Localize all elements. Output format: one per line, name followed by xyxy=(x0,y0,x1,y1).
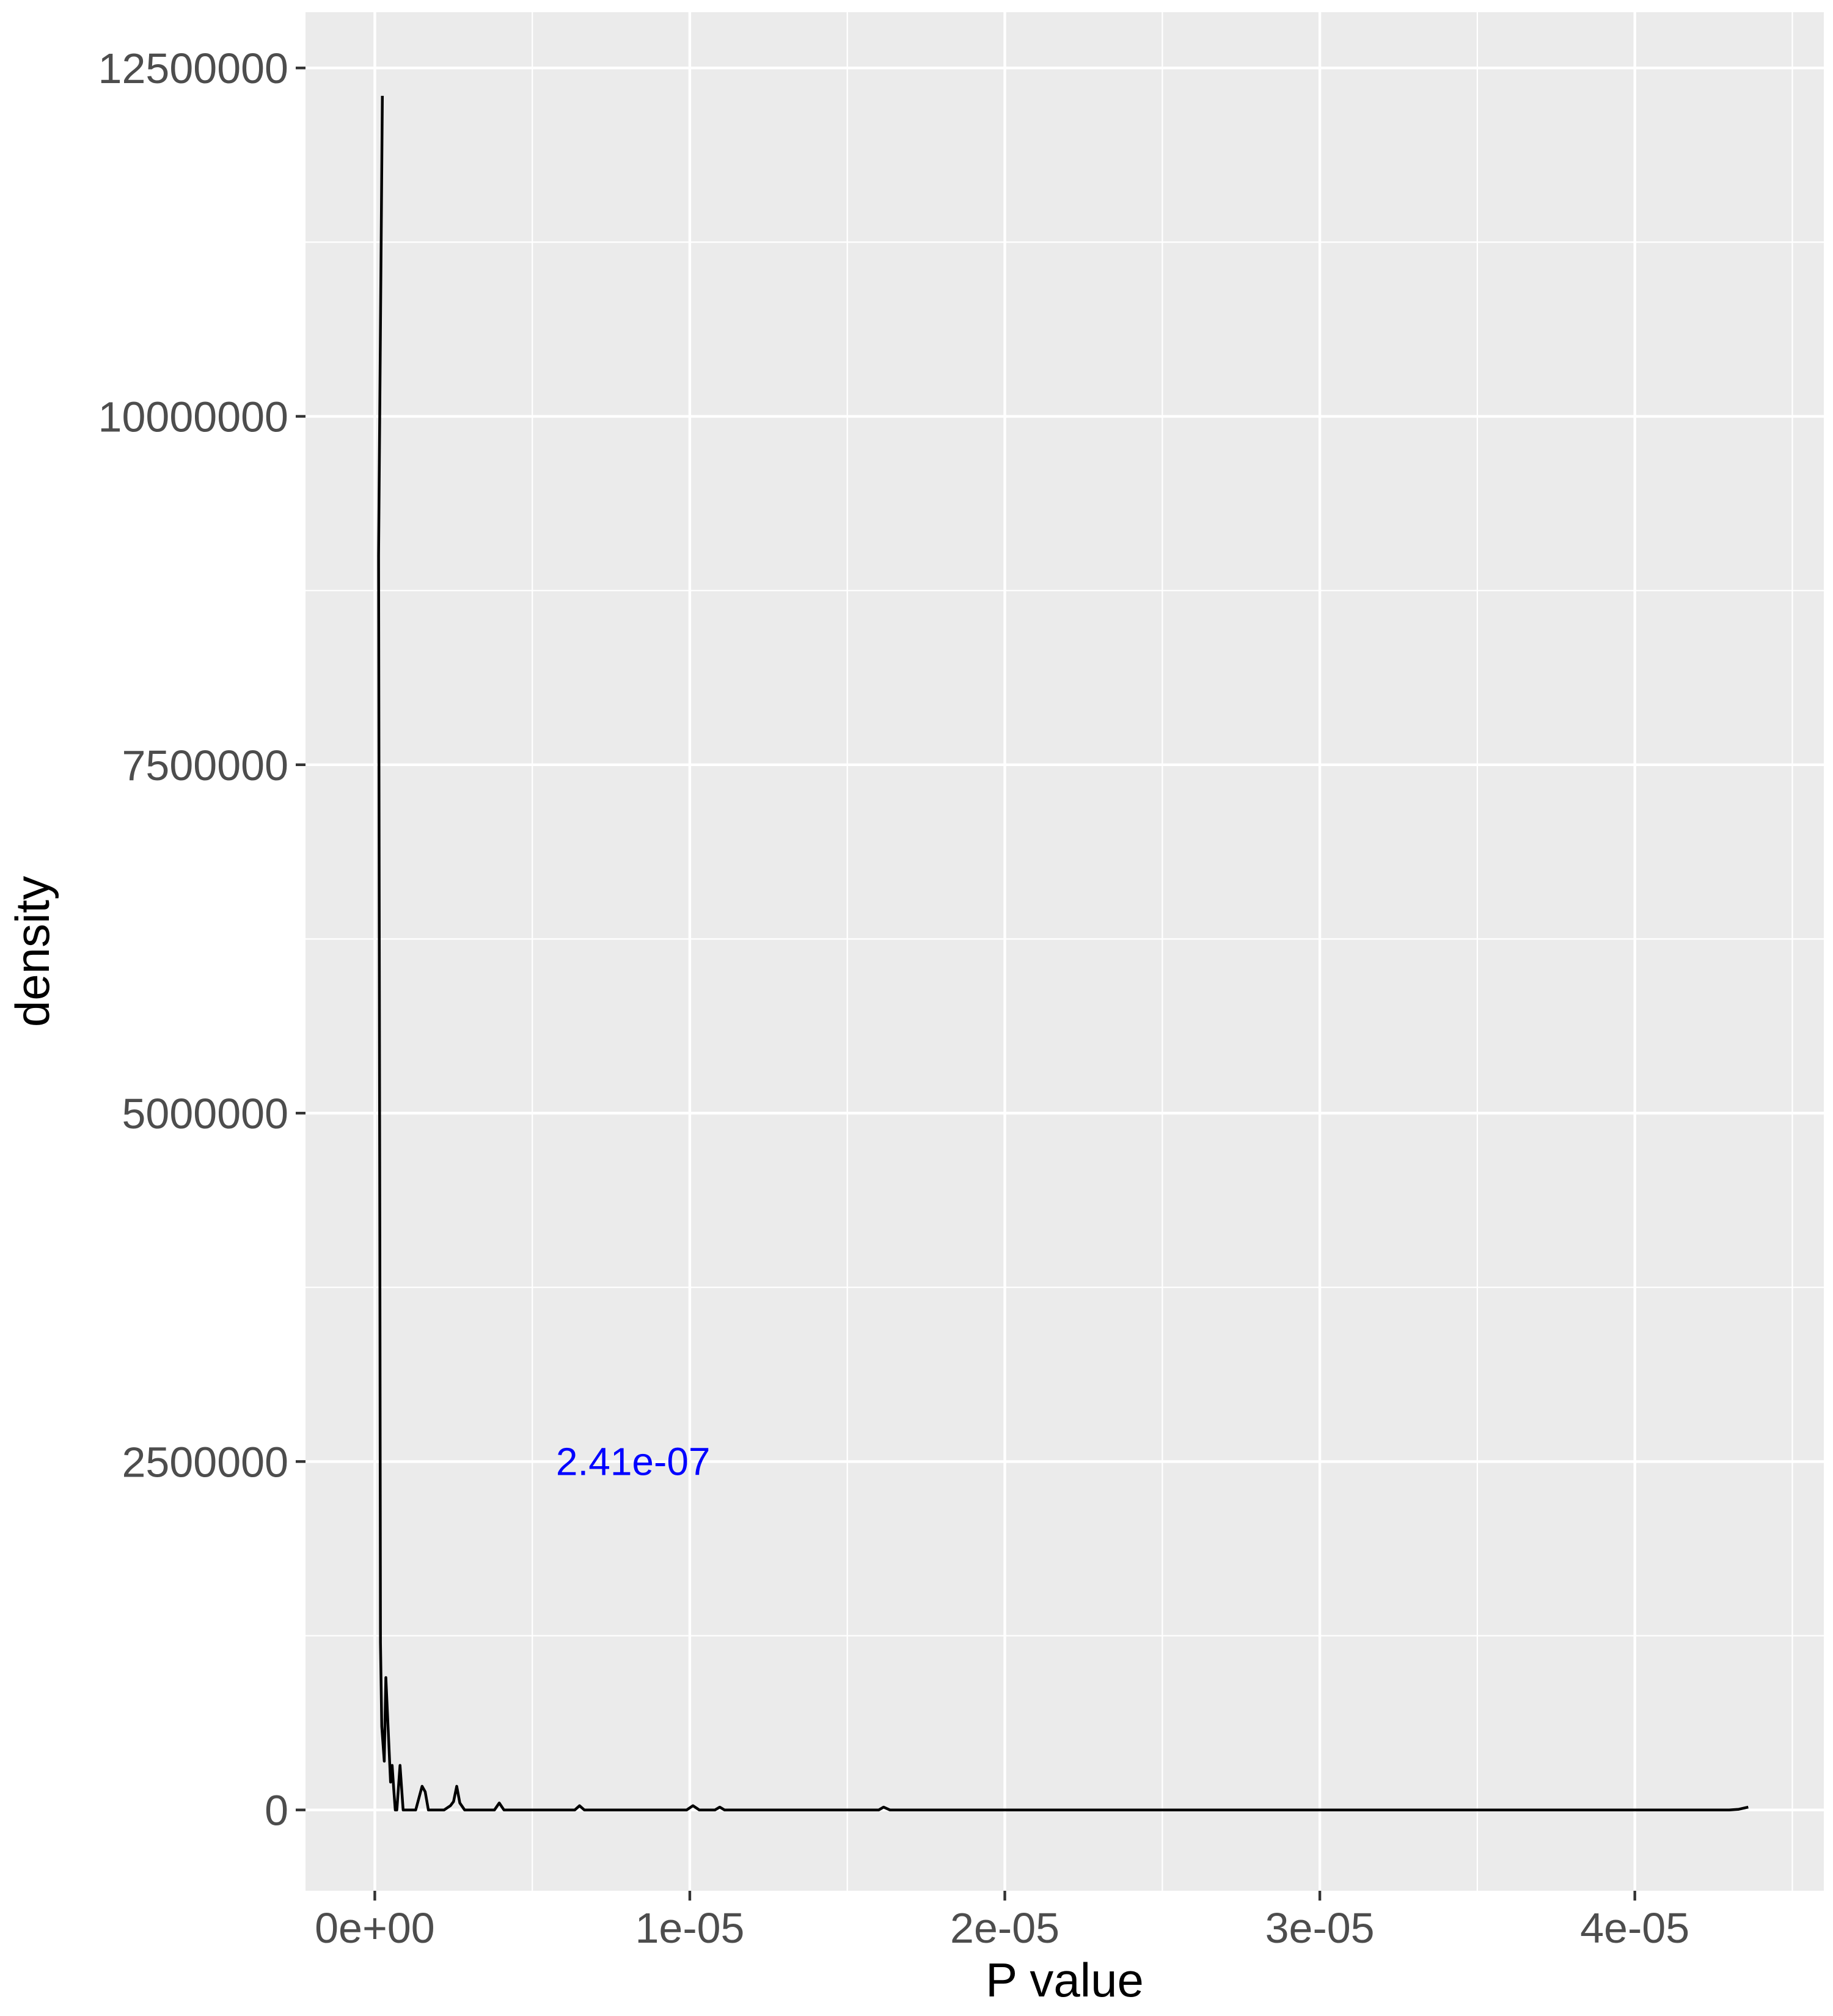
plot-panel xyxy=(306,12,1824,1891)
y-tick-label: 0 xyxy=(265,1787,288,1835)
x-tick-label: 2e-05 xyxy=(950,1904,1059,1952)
axis-ticks xyxy=(296,67,1636,1901)
minor-gridlines xyxy=(306,12,1824,1891)
annotation-label: 2.41e-07 xyxy=(556,1439,711,1483)
x-tick-label: 3e-05 xyxy=(1265,1904,1375,1952)
y-tick-labels: 0 2500000 5000000 7500000 10000000 12500000 xyxy=(98,45,288,1834)
x-tick-labels: 0e+00 1e-05 2e-05 3e-05 4e-05 xyxy=(315,1904,1689,1952)
y-tick-label: 5000000 xyxy=(122,1090,288,1138)
density-line xyxy=(377,95,1749,1811)
x-tick-label: 4e-05 xyxy=(1580,1904,1689,1952)
y-tick-label: 12500000 xyxy=(98,45,288,92)
y-tick-label: 10000000 xyxy=(98,393,288,441)
y-axis-title: density xyxy=(5,876,59,1027)
x-tick-label: 0e+00 xyxy=(315,1904,435,1952)
x-axis-title: P value xyxy=(986,1953,1144,2007)
y-tick-label: 7500000 xyxy=(122,742,288,789)
y-tick-label: 2500000 xyxy=(122,1438,288,1486)
x-tick-label: 1e-05 xyxy=(635,1904,744,1952)
